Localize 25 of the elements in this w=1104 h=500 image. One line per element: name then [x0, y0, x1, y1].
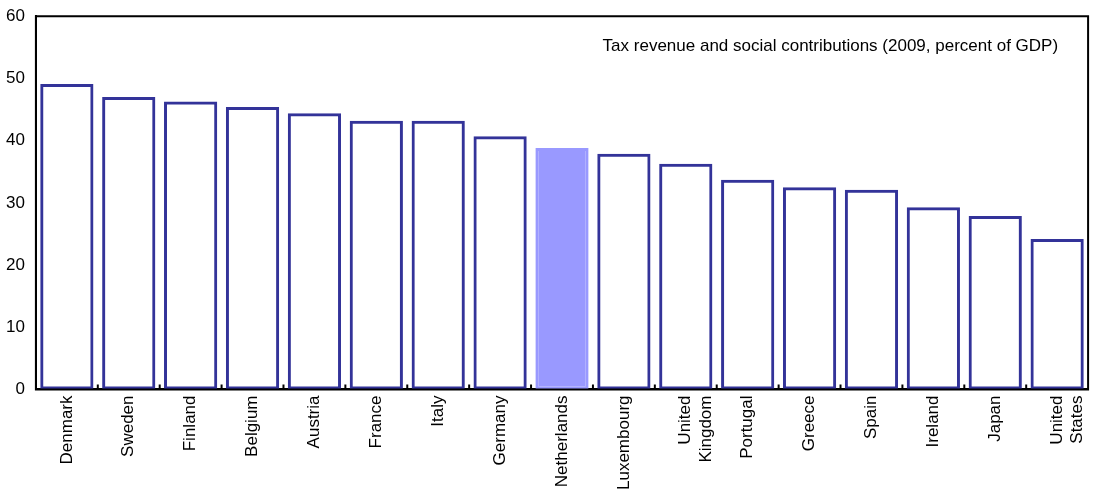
x-tick-label: Ireland	[923, 395, 943, 448]
y-tick-label: 0	[15, 379, 25, 399]
x-tick-label: Greece	[799, 395, 819, 452]
x-tick-label: United Kingdom	[675, 395, 715, 463]
x-tick-label: France	[366, 395, 386, 449]
y-tick-label: 60	[5, 5, 25, 25]
y-tick-label: 20	[5, 254, 25, 274]
y-tick-label: 30	[5, 192, 25, 212]
x-tick-label: Denmark	[56, 395, 76, 465]
x-tick-label: Finland	[180, 395, 200, 452]
x-tick-label: Portugal	[737, 395, 757, 459]
y-tick-label: 50	[5, 68, 25, 88]
x-tick-label: Spain	[861, 395, 881, 439]
x-tick-label: Belgium	[242, 395, 262, 457]
y-tick-label: 40	[5, 130, 25, 150]
x-tick-label: Sweden	[118, 395, 138, 457]
x-tick-label: Luxembourg	[613, 395, 633, 491]
x-tick-label: Netherlands	[551, 395, 571, 488]
x-tick-label: Germany	[489, 395, 509, 466]
x-tick-label: Italy	[427, 395, 447, 427]
y-tick-label: 10	[5, 316, 25, 336]
x-tick-label: Austria	[304, 394, 324, 449]
x-tick-label: Japan	[984, 395, 1004, 442]
x-tick-label: United States	[1046, 395, 1087, 445]
text: Tax revenue and social contributions (2009, percent of GDP)	[602, 36, 1059, 56]
